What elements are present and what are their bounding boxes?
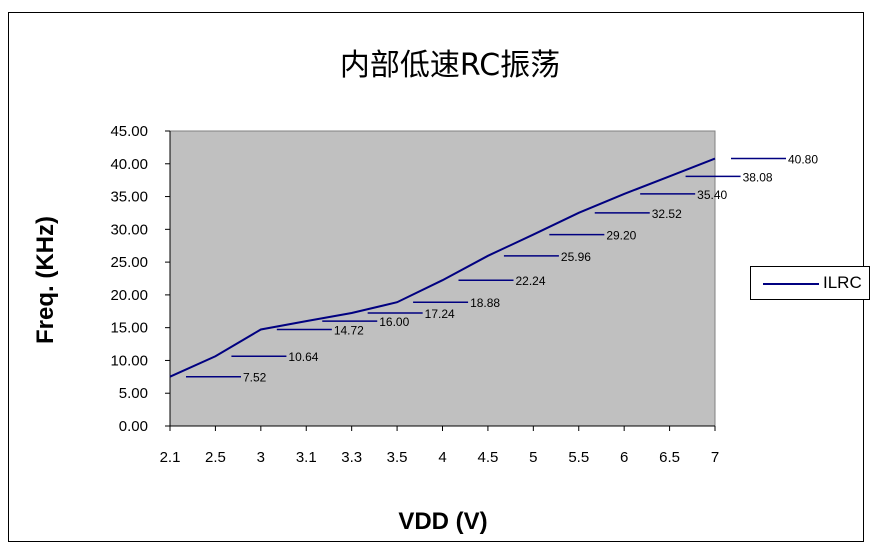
y-tick-label: 0.00	[119, 418, 148, 435]
y-tick-label: 30.00	[110, 221, 148, 238]
data-label: 29.20	[606, 229, 636, 243]
x-tick-label: 6.5	[659, 449, 680, 466]
data-label: 17.24	[425, 307, 455, 321]
chart-title: 内部低速RC振荡	[339, 48, 561, 83]
y-tick-label: 45.00	[110, 123, 148, 140]
data-label: 18.88	[470, 296, 500, 310]
y-tick-label: 35.00	[110, 189, 148, 206]
y-tick-label: 20.00	[110, 287, 148, 304]
legend-line-swatch	[763, 283, 819, 285]
y-tick-label: 40.00	[110, 156, 148, 173]
y-tick-label: 15.00	[110, 320, 148, 337]
x-axis-title: VDD (V)	[398, 508, 488, 535]
y-tick-label: 10.00	[110, 352, 148, 369]
plot-background	[169, 130, 716, 427]
x-tick-label: 3	[257, 449, 265, 466]
legend: ILRC	[750, 266, 870, 300]
series-line-ilrc	[169, 157, 716, 378]
data-label: 16.00	[379, 315, 409, 329]
y-tick-label: 25.00	[110, 254, 148, 271]
data-label: 25.96	[561, 250, 591, 264]
x-tick-label: 5	[529, 449, 537, 466]
y-tick-label: 5.00	[119, 385, 148, 402]
data-label: 10.64	[288, 350, 318, 364]
data-label: 14.72	[334, 324, 364, 338]
data-label: 38.08	[743, 170, 773, 184]
x-tick-label: 7	[711, 449, 719, 466]
data-label: 32.52	[652, 207, 682, 221]
x-tick-label: 3.1	[296, 449, 317, 466]
x-tick-label: 3.5	[387, 449, 408, 466]
data-label: 40.80	[788, 153, 818, 167]
x-tick-label: 6	[620, 449, 628, 466]
x-tick-label: 4.5	[477, 449, 498, 466]
data-label: 35.40	[697, 188, 727, 202]
data-label: 7.52	[243, 371, 267, 385]
x-tick-label: 4	[438, 449, 446, 466]
legend-label: ILRC	[823, 273, 862, 292]
data-label: 22.24	[516, 274, 546, 288]
x-tick-label: 5.5	[568, 449, 589, 466]
x-tick-label: 2.5	[205, 449, 226, 466]
x-tick-label: 2.1	[160, 449, 181, 466]
x-tick-label: 3.3	[341, 449, 362, 466]
